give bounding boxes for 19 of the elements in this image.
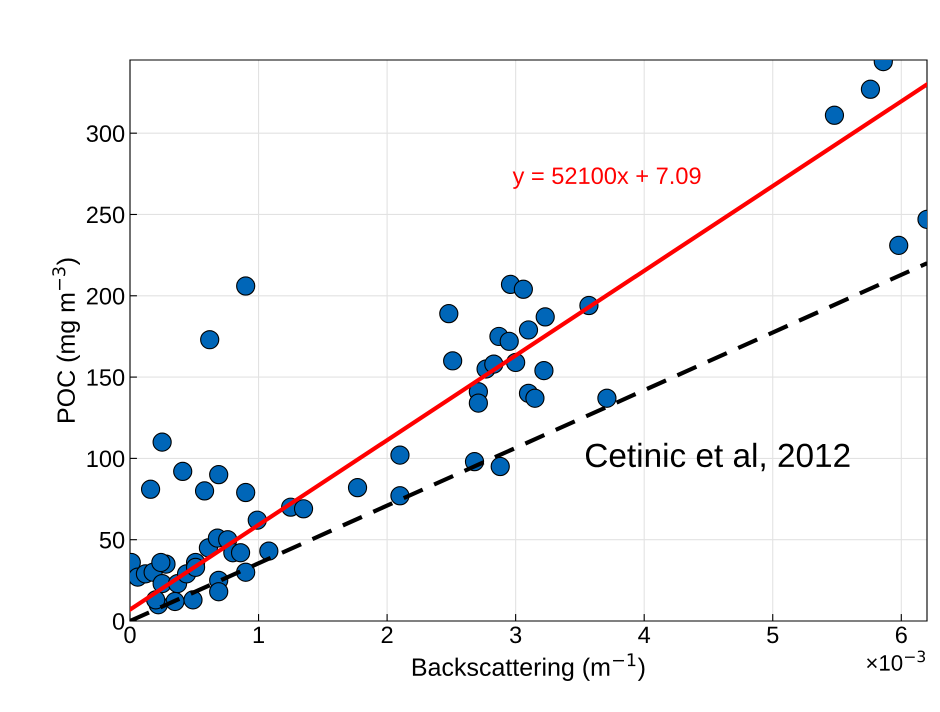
x-axis-title: Backscattering (m$^{−1}$) [412,653,644,681]
y-axis-title: POC (mg m$^{−3}$) [52,258,80,422]
annotation: Cetinic et al, 2012 [586,442,850,472]
y-tick-label: 200 [86,288,124,305]
y-tick-label: 150 [88,369,124,386]
x-tick-label: 1 [254,626,264,643]
y-tick-label: 50 [100,532,124,548]
x-tick-label: 3 [510,626,522,644]
x-tick-label: 6 [896,626,907,644]
y-tick-label: 300 [86,125,124,142]
x-tick-label: 0 [124,626,136,644]
annotation: y = 52100x + 7.09 [512,167,700,189]
y-tick-label: 0 [112,613,124,630]
text: ×10$^{−3}$ [866,650,926,671]
x-tick-label: 4 [638,626,650,643]
y-tick-label: 250 [86,206,124,224]
x-tick-label: 2 [382,626,392,643]
y-tick-label: 100 [88,450,124,468]
x-tick-label: 5 [767,626,778,644]
